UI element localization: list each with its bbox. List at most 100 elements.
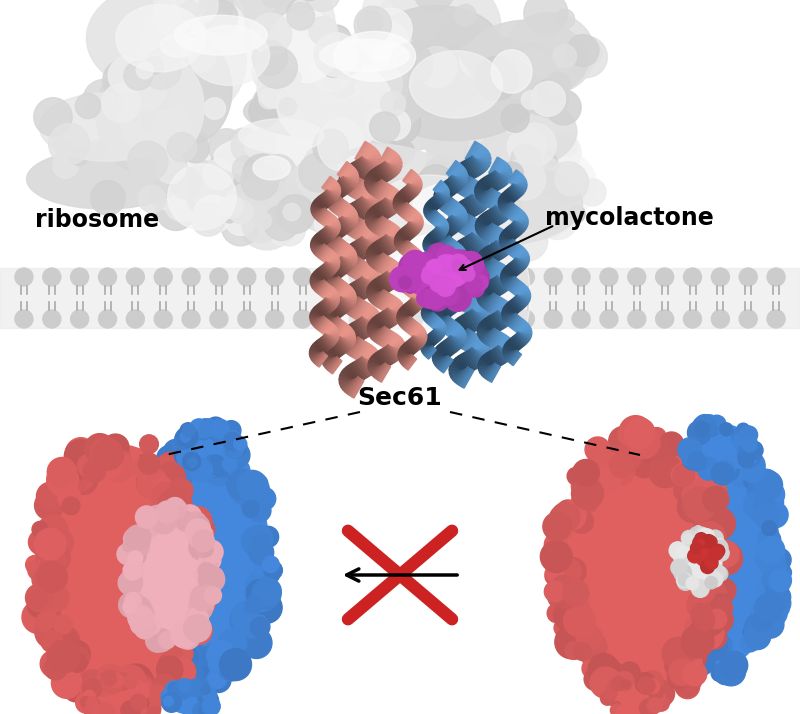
Polygon shape: [310, 316, 324, 320]
Polygon shape: [361, 346, 375, 363]
Polygon shape: [319, 211, 329, 223]
Circle shape: [175, 428, 197, 449]
Circle shape: [379, 109, 410, 140]
Circle shape: [675, 443, 704, 471]
Polygon shape: [495, 242, 514, 248]
Circle shape: [66, 438, 96, 468]
Polygon shape: [477, 188, 492, 201]
Polygon shape: [400, 242, 410, 253]
Polygon shape: [410, 261, 422, 270]
Polygon shape: [348, 178, 361, 196]
Polygon shape: [328, 358, 340, 372]
Polygon shape: [322, 176, 331, 188]
Polygon shape: [375, 291, 386, 307]
Polygon shape: [437, 226, 449, 228]
Circle shape: [322, 50, 352, 80]
Polygon shape: [460, 316, 472, 333]
Ellipse shape: [137, 2, 246, 119]
Ellipse shape: [268, 9, 340, 83]
Circle shape: [635, 675, 653, 693]
Polygon shape: [435, 190, 450, 198]
Circle shape: [417, 165, 454, 202]
Polygon shape: [361, 186, 375, 203]
Polygon shape: [403, 318, 413, 330]
Circle shape: [199, 706, 208, 714]
Circle shape: [126, 310, 144, 328]
Polygon shape: [446, 241, 457, 255]
Polygon shape: [338, 219, 350, 233]
Polygon shape: [459, 253, 471, 271]
Polygon shape: [375, 203, 386, 220]
Circle shape: [138, 108, 168, 138]
Polygon shape: [378, 313, 390, 329]
Circle shape: [186, 587, 215, 617]
Polygon shape: [427, 201, 437, 210]
Polygon shape: [497, 311, 514, 320]
Polygon shape: [425, 303, 434, 313]
Circle shape: [694, 635, 717, 658]
Circle shape: [119, 664, 153, 698]
Polygon shape: [450, 171, 469, 182]
Polygon shape: [384, 159, 402, 166]
Polygon shape: [311, 310, 324, 318]
Circle shape: [757, 610, 784, 638]
Polygon shape: [340, 372, 358, 383]
Circle shape: [642, 441, 669, 467]
Circle shape: [554, 558, 582, 585]
Polygon shape: [403, 226, 413, 238]
Circle shape: [192, 524, 211, 543]
Polygon shape: [460, 177, 472, 196]
Polygon shape: [450, 296, 466, 298]
Polygon shape: [410, 299, 420, 311]
Circle shape: [96, 448, 117, 469]
Circle shape: [182, 424, 195, 437]
Circle shape: [492, 46, 530, 84]
Polygon shape: [387, 308, 405, 317]
Circle shape: [630, 677, 658, 705]
Polygon shape: [362, 348, 378, 363]
Polygon shape: [367, 253, 383, 264]
Circle shape: [732, 427, 751, 446]
Polygon shape: [423, 273, 434, 279]
Circle shape: [530, 81, 566, 116]
Polygon shape: [410, 220, 423, 223]
Polygon shape: [361, 317, 375, 333]
Polygon shape: [404, 245, 414, 257]
Polygon shape: [455, 318, 469, 336]
Polygon shape: [435, 261, 446, 268]
Polygon shape: [497, 276, 512, 288]
Polygon shape: [386, 265, 402, 277]
Polygon shape: [434, 296, 443, 305]
Circle shape: [678, 492, 708, 522]
Polygon shape: [342, 216, 358, 218]
Polygon shape: [406, 224, 417, 236]
Circle shape: [698, 581, 720, 604]
Circle shape: [123, 89, 152, 118]
Circle shape: [676, 453, 698, 475]
Polygon shape: [410, 288, 422, 298]
Circle shape: [486, 142, 512, 169]
Circle shape: [128, 49, 165, 86]
Polygon shape: [387, 308, 402, 321]
Circle shape: [230, 604, 262, 636]
Circle shape: [254, 578, 282, 605]
Circle shape: [39, 565, 63, 589]
Circle shape: [706, 423, 718, 436]
Polygon shape: [499, 236, 514, 241]
Circle shape: [758, 528, 781, 551]
Polygon shape: [501, 273, 514, 278]
Polygon shape: [458, 368, 470, 386]
Polygon shape: [504, 313, 516, 323]
Circle shape: [648, 684, 663, 700]
Polygon shape: [376, 278, 387, 293]
Polygon shape: [387, 301, 402, 313]
Polygon shape: [318, 283, 328, 295]
Circle shape: [370, 67, 404, 101]
Circle shape: [353, 132, 375, 154]
Circle shape: [134, 458, 154, 478]
Polygon shape: [501, 233, 514, 241]
Polygon shape: [408, 176, 420, 186]
Polygon shape: [361, 159, 381, 163]
Circle shape: [238, 268, 256, 286]
Polygon shape: [355, 240, 367, 258]
